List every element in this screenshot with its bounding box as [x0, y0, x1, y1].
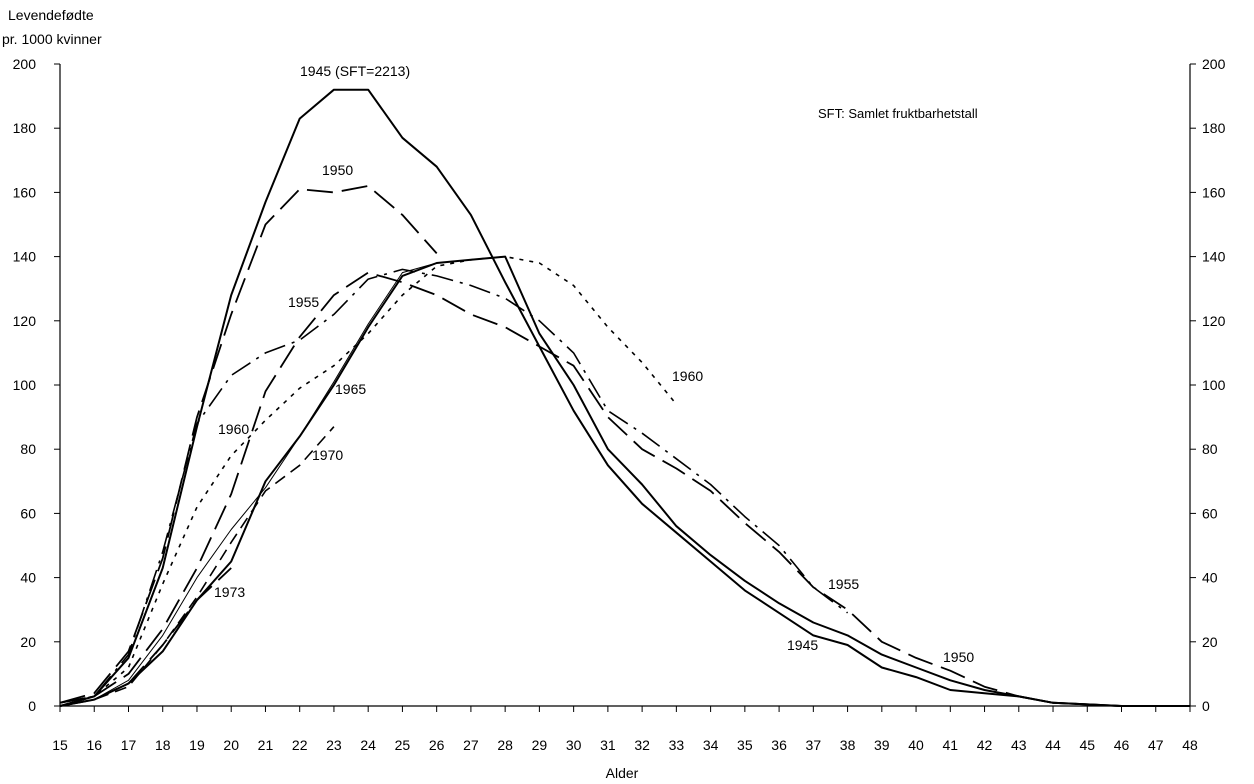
y-tick-label-left: 200 — [13, 56, 37, 72]
x-tick-label: 25 — [395, 737, 411, 753]
x-tick-label: 30 — [566, 737, 582, 753]
y-tick-label-right: 180 — [1202, 120, 1226, 136]
y-tick-label-left: 180 — [13, 120, 37, 136]
series-labels: 1945 (SFT=2213) 1950 1955 1960 1965 1970 1973 1… — [214, 63, 974, 665]
x-tick-label: 31 — [600, 737, 616, 753]
series-label-end-3: 1960 — [672, 368, 703, 384]
series-line-2 — [59, 268, 849, 704]
x-tick-label: 29 — [532, 737, 548, 753]
y-tick-label-right: 120 — [1202, 313, 1226, 329]
x-tick-label: 21 — [258, 737, 274, 753]
x-tick-label: 43 — [1011, 737, 1027, 753]
x-tick-label: 38 — [840, 737, 856, 753]
x-tick-label: 15 — [52, 737, 68, 753]
series-label-start-3: 1960 — [218, 421, 249, 437]
x-tick-label: 46 — [1114, 737, 1130, 753]
series-label-start-1: 1950 — [322, 162, 353, 178]
x-tick-label: 16 — [86, 737, 102, 753]
y-tick-label-right: 80 — [1202, 441, 1218, 457]
x-tick-label: 26 — [429, 737, 445, 753]
y-tick-label-right: 0 — [1202, 698, 1210, 714]
series-line-8 — [59, 185, 438, 704]
x-tick-label: 20 — [223, 737, 239, 753]
series-label-start-5: 1970 — [312, 447, 343, 463]
y-tick-label-left: 140 — [13, 249, 37, 265]
y-tick-label-right: 40 — [1202, 570, 1218, 586]
x-axis-title: Alder — [606, 765, 639, 781]
y-tick-label-left: 0 — [28, 698, 36, 714]
series-line-5 — [59, 426, 335, 707]
y-axis-title-line2: pr. 1000 kvinner — [2, 31, 102, 47]
x-tick-label: 48 — [1182, 737, 1198, 753]
x-tick-label: 33 — [669, 737, 685, 753]
sft-annotation: SFT: Samlet fruktbarhetstall — [818, 106, 978, 121]
series-layer — [59, 88, 1190, 707]
x-tick-label: 18 — [155, 737, 171, 753]
x-tick-label: 36 — [771, 737, 787, 753]
y-tick-label-right: 160 — [1202, 184, 1226, 200]
x-tick-label: 47 — [1148, 737, 1164, 753]
y-tick-label-right: 60 — [1202, 505, 1218, 521]
x-tick-label: 45 — [1079, 737, 1095, 753]
x-tick-label: 17 — [121, 737, 137, 753]
series-label-end-1: 1950 — [943, 649, 974, 665]
y-tick-label-left: 80 — [20, 441, 36, 457]
x-tick-label: 24 — [360, 737, 376, 753]
y-tick-label-left: 60 — [20, 505, 36, 521]
y-tick-label-left: 160 — [13, 184, 37, 200]
x-tick-label: 23 — [326, 737, 342, 753]
series-line-7 — [59, 88, 1190, 707]
series-label-end-2: 1955 — [828, 576, 859, 592]
x-tick-label: 19 — [189, 737, 205, 753]
y-tick-label-left: 120 — [13, 313, 37, 329]
y-tick-label-right: 140 — [1202, 249, 1226, 265]
axes: 0 0 20 20 40 40 60 60 80 80 100 100 120 120 140 140 160 1… — [13, 56, 1226, 753]
y-tick-label-right: 100 — [1202, 377, 1226, 393]
y-axis-title-line1: Levendefødte — [8, 7, 94, 23]
x-tick-label: 34 — [703, 737, 719, 753]
series-line-1 — [59, 271, 1190, 707]
y-tick-label-left: 40 — [20, 570, 36, 586]
series-line-0 — [59, 255, 1190, 707]
series-label-start-4: 1965 — [335, 381, 366, 397]
x-tick-label: 44 — [1045, 737, 1061, 753]
x-tick-label: 39 — [874, 737, 890, 753]
series-line-6 — [59, 567, 232, 707]
series-line-3 — [59, 255, 678, 704]
x-tick-label: 40 — [908, 737, 924, 753]
x-tick-label: 42 — [977, 737, 993, 753]
series-label-start-0: 1945 (SFT=2213) — [300, 63, 410, 79]
x-tick-label: 32 — [634, 737, 650, 753]
x-tick-label: 22 — [292, 737, 308, 753]
y-tick-label-left: 20 — [20, 634, 36, 650]
y-tick-label-right: 20 — [1202, 634, 1218, 650]
x-tick-label: 41 — [943, 737, 959, 753]
series-label-end-0: 1945 — [787, 637, 818, 653]
y-tick-label-right: 200 — [1202, 56, 1226, 72]
y-tick-label-left: 100 — [13, 377, 37, 393]
series-label-start-2: 1955 — [288, 294, 319, 310]
x-tick-label: 27 — [463, 737, 479, 753]
x-tick-label: 37 — [806, 737, 822, 753]
series-label-start-6: 1973 — [214, 584, 245, 600]
series-line-4 — [59, 256, 506, 707]
x-tick-label: 35 — [737, 737, 753, 753]
x-tick-label: 28 — [497, 737, 513, 753]
